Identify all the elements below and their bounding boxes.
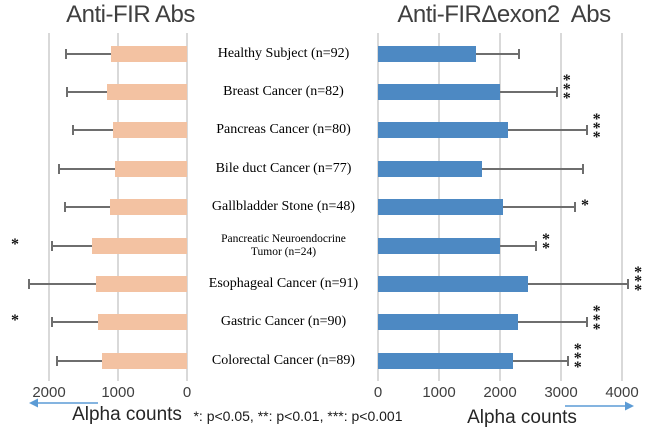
- significance-marker: * * *: [592, 110, 601, 146]
- significance-legend: *: p<0.05, **: p<0.01, ***: p<0.001: [193, 408, 403, 424]
- error-whisker: [507, 129, 587, 132]
- error-whisker: [52, 321, 98, 324]
- right-axis-label: Alpha counts: [467, 407, 577, 428]
- error-whisker-cap: [585, 125, 588, 136]
- significance-marker: * * *: [562, 72, 571, 108]
- anti-fir-bar: [115, 160, 187, 177]
- anti-fir-dexon2-bar: [378, 83, 500, 100]
- error-whisker-cap: [72, 125, 75, 136]
- error-whisker-cap: [50, 240, 53, 251]
- left-axis-label: Alpha counts: [72, 404, 182, 425]
- significance-marker: * *: [541, 230, 550, 257]
- gridline: [186, 33, 188, 381]
- error-whisker-cap: [63, 202, 66, 213]
- error-whisker-cap: [627, 278, 630, 289]
- significance-marker: * * *: [592, 302, 601, 338]
- error-whisker: [500, 90, 557, 93]
- error-whisker-cap: [555, 86, 558, 97]
- axis-tick-label: 2000: [483, 384, 517, 401]
- left-arrow-icon: [29, 398, 98, 408]
- category-label: Pancreatic Neuroendocrine Tumor (n=24): [221, 232, 346, 258]
- axis-tick-label: 0: [373, 384, 383, 401]
- error-whisker: [51, 244, 92, 247]
- axis-tick-label: 3000: [544, 384, 578, 401]
- axis-tick-label: 1000: [422, 384, 456, 401]
- error-whisker: [518, 321, 587, 324]
- right-chart-title: Anti-FIRΔexon2 Abs: [397, 1, 611, 28]
- error-whisker-cap: [51, 317, 54, 328]
- significance-marker: *: [11, 312, 19, 330]
- error-whisker: [58, 167, 116, 170]
- category-label: Healthy Subject (n=92): [217, 45, 350, 61]
- significance-marker: *: [11, 235, 19, 253]
- anti-fir-bar: [113, 122, 187, 139]
- anti-fir-dexon2-bar: [378, 45, 476, 62]
- error-whisker-cap: [534, 240, 537, 251]
- left-chart-title: Anti-FIR Abs: [66, 1, 195, 28]
- gridline: [621, 33, 623, 381]
- right-arrow-icon: [565, 401, 634, 411]
- axis-tick-label: 4000: [605, 384, 639, 401]
- error-whisker: [500, 244, 536, 247]
- anti-fir-dexon2-bar: [378, 352, 513, 369]
- error-whisker: [28, 282, 96, 285]
- error-whisker-cap: [55, 355, 58, 366]
- error-whisker: [512, 359, 568, 362]
- error-whisker: [64, 206, 110, 209]
- significance-marker: *: [581, 196, 590, 214]
- anti-fir-bar: [95, 275, 187, 292]
- category-label: Esophageal Cancer (n=91): [208, 275, 359, 291]
- error-whisker-cap: [581, 163, 584, 174]
- error-whisker-cap: [566, 355, 569, 366]
- category-label: Pancreas Cancer (n=80): [216, 122, 351, 138]
- error-whisker: [56, 359, 103, 362]
- anti-fir-dexon2-bar: [378, 314, 519, 331]
- error-whisker: [66, 52, 112, 55]
- significance-marker: * * *: [573, 341, 582, 377]
- anti-fir-dexon2-bar: [378, 160, 482, 177]
- error-whisker-cap: [574, 202, 577, 213]
- anti-fir-bar: [109, 199, 187, 216]
- error-whisker-cap: [57, 163, 60, 174]
- category-label: Colorectal Cancer (n=89): [211, 352, 356, 368]
- error-whisker-cap: [585, 317, 588, 328]
- category-label: Gastric Cancer (n=90): [220, 314, 347, 330]
- axis-tick-label: 2000: [32, 384, 66, 401]
- anti-fir-bar: [102, 352, 187, 369]
- error-whisker-cap: [27, 278, 30, 289]
- axis-tick-label: 1000: [101, 384, 135, 401]
- error-whisker-cap: [517, 48, 520, 59]
- axis-tick-label: 0: [182, 384, 192, 401]
- error-whisker: [481, 167, 583, 170]
- anti-fir-dexon2-bar: [378, 122, 508, 139]
- significance-marker: * * *: [634, 264, 643, 300]
- error-whisker-cap: [65, 86, 68, 97]
- error-whisker: [503, 206, 576, 209]
- error-whisker: [66, 90, 107, 93]
- gridline: [48, 33, 50, 381]
- category-label: Bile duct Cancer (n=77): [215, 160, 352, 176]
- anti-fir-dexon2-bar: [378, 275, 529, 292]
- anti-fir-bar: [91, 237, 187, 254]
- category-label: Breast Cancer (n=82): [223, 83, 344, 99]
- anti-fir-bar: [111, 45, 187, 62]
- anti-fir-dexon2-bar: [378, 199, 504, 216]
- error-whisker-cap: [65, 48, 68, 59]
- error-whisker: [73, 129, 114, 132]
- anti-fir-dexon2-bar: [378, 237, 500, 254]
- error-whisker: [475, 52, 519, 55]
- error-whisker: [528, 282, 629, 285]
- anti-fir-bar: [106, 83, 187, 100]
- category-label: Gallbladder Stone (n=48): [211, 199, 356, 215]
- anti-fir-bar: [97, 314, 187, 331]
